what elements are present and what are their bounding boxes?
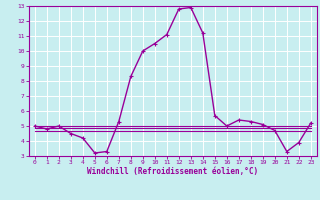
X-axis label: Windchill (Refroidissement éolien,°C): Windchill (Refroidissement éolien,°C) [87,167,258,176]
